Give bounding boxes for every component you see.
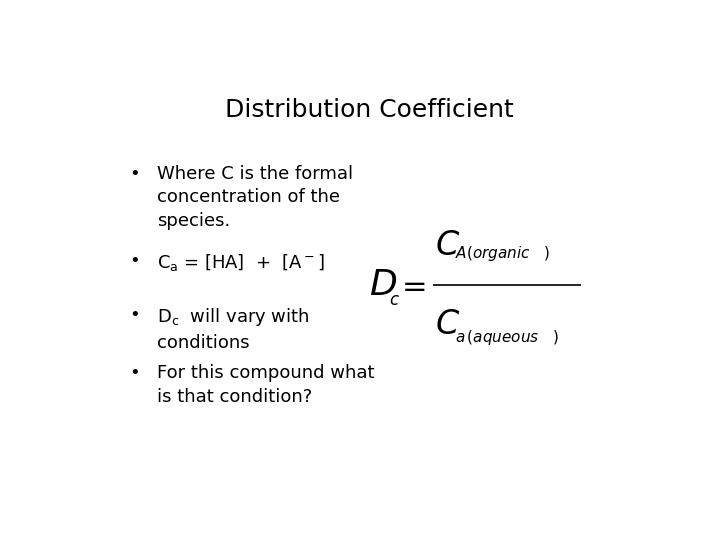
Text: $\mathit{D}$: $\mathit{D}$ bbox=[369, 268, 397, 302]
Text: •: • bbox=[129, 306, 140, 324]
Text: $\mathregular{C_a}$ = [HA]  +  [A$^-$]: $\mathregular{C_a}$ = [HA] + [A$^-$] bbox=[157, 252, 325, 273]
Text: Where C is the formal
concentration of the
species.: Where C is the formal concentration of t… bbox=[157, 165, 353, 230]
Text: $=$: $=$ bbox=[396, 271, 426, 300]
Text: $\mathit{C}$: $\mathit{C}$ bbox=[435, 308, 460, 341]
Text: Distribution Coefficient: Distribution Coefficient bbox=[225, 98, 513, 122]
Text: •: • bbox=[129, 364, 140, 382]
Text: $\mathregular{D_c}$  will vary with
conditions: $\mathregular{D_c}$ will vary with condi… bbox=[157, 306, 310, 352]
Text: $\mathit{c}$: $\mathit{c}$ bbox=[389, 291, 400, 309]
Text: For this compound what
is that condition?: For this compound what is that condition… bbox=[157, 364, 374, 406]
Text: •: • bbox=[129, 252, 140, 270]
Text: $\mathit{C}$: $\mathit{C}$ bbox=[435, 229, 460, 262]
Text: •: • bbox=[129, 165, 140, 183]
Text: $\mathit{A(organic\ \ \ )}$: $\mathit{A(organic\ \ \ )}$ bbox=[456, 245, 551, 264]
Text: $\mathit{a\,(aqueous\ \ \ )}$: $\mathit{a\,(aqueous\ \ \ )}$ bbox=[456, 328, 559, 347]
